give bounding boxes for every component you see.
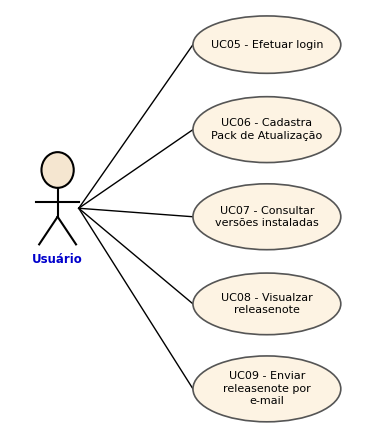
Ellipse shape	[193, 273, 341, 335]
Text: UC05 - Efetuar login: UC05 - Efetuar login	[211, 40, 323, 50]
Text: Usuário: Usuário	[32, 253, 83, 266]
Ellipse shape	[193, 184, 341, 250]
Text: UC06 - Cadastra
Pack de Atualização: UC06 - Cadastra Pack de Atualização	[211, 119, 323, 141]
Text: UC07 - Consultar
versões instaladas: UC07 - Consultar versões instaladas	[215, 206, 319, 228]
Text: UC09 - Enviar
releasenote por
e-mail: UC09 - Enviar releasenote por e-mail	[223, 371, 311, 406]
Ellipse shape	[193, 356, 341, 422]
Text: UC08 - Visualzar
releasenote: UC08 - Visualzar releasenote	[221, 293, 313, 315]
Ellipse shape	[193, 16, 341, 74]
Circle shape	[41, 152, 74, 188]
Ellipse shape	[193, 97, 341, 163]
